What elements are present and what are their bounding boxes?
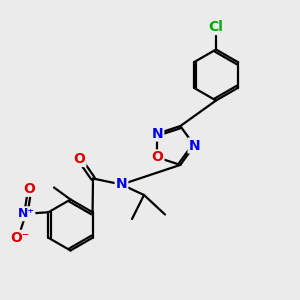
Text: Cl: Cl — [208, 20, 224, 34]
Text: O: O — [152, 151, 164, 164]
Text: N⁺: N⁺ — [17, 207, 34, 220]
Text: N: N — [116, 178, 127, 191]
Text: O⁻: O⁻ — [10, 231, 29, 245]
Text: O: O — [23, 182, 35, 196]
Text: O: O — [74, 152, 86, 166]
Text: N: N — [152, 127, 163, 140]
Text: N: N — [189, 139, 200, 152]
